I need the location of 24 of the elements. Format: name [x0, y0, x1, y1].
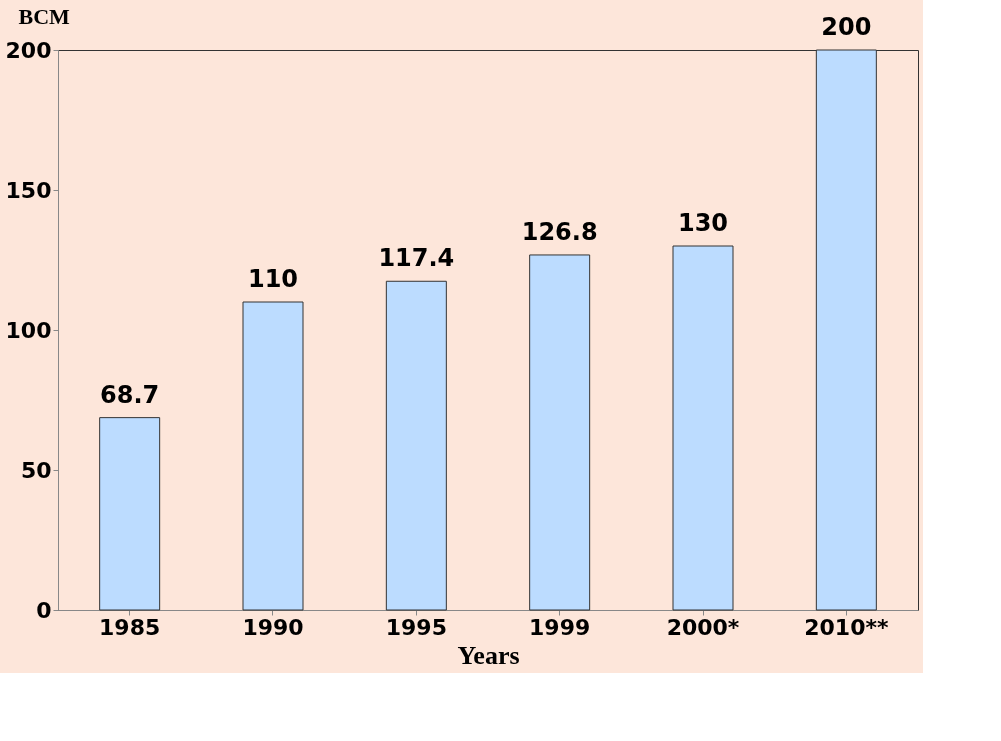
y-tick-label: 200 — [5, 37, 52, 63]
x-tick-label: 1995 — [385, 614, 447, 640]
x-tick-label: 1985 — [99, 614, 161, 640]
data-label: 200 — [821, 13, 872, 41]
y-tick-label: 0 — [36, 597, 52, 623]
y-tick-label: 50 — [20, 457, 52, 483]
x-tick-label: 1999 — [529, 614, 591, 640]
x-axis-title: Years — [457, 640, 520, 670]
bar — [672, 245, 734, 611]
data-label: 68.7 — [100, 380, 160, 409]
data-label: 130 — [677, 209, 729, 237]
data-label: 126.8 — [521, 217, 598, 246]
bar — [529, 254, 591, 611]
x-tick-label: 2000* — [666, 614, 740, 640]
bar — [99, 417, 161, 611]
x-tick-label: 1990 — [242, 614, 304, 640]
y-tick-label: 100 — [5, 317, 52, 343]
x-tick-label: 2010** — [804, 614, 889, 640]
bar — [242, 301, 304, 611]
data-label: 117.4 — [378, 244, 455, 273]
bar — [385, 280, 447, 611]
y-tick-label: 150 — [5, 177, 52, 203]
data-label: 110 — [247, 265, 299, 293]
y-axis-title: BCM — [18, 3, 71, 29]
